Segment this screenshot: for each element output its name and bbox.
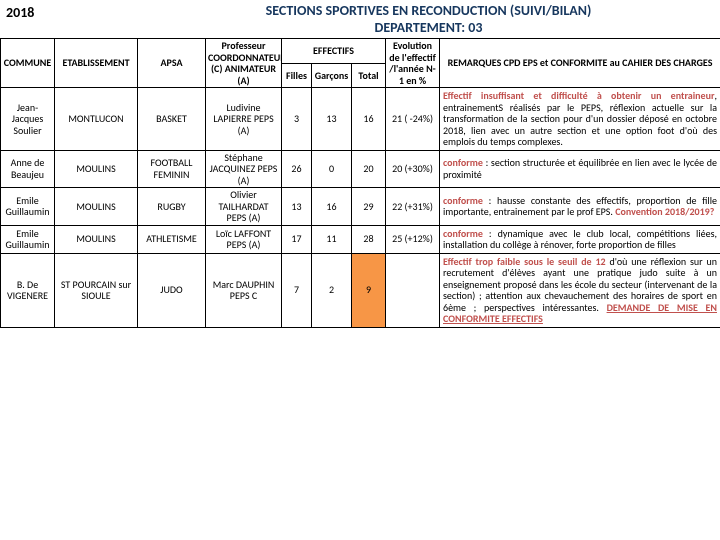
cell: 11 [312, 225, 352, 253]
cell [386, 253, 440, 327]
cell: B. De VIGENERE [1, 253, 55, 327]
year-label: 2018 [0, 0, 137, 38]
cell: Marc DAUPHIN PEPS C [206, 253, 282, 327]
remark-rest: : section structurée et équilibrée en li… [443, 156, 717, 181]
header-row: 2018 SECTIONS SPORTIVES EN RECONDUCTION … [0, 0, 720, 38]
cell: 22 (+31%) [386, 188, 440, 226]
cell: ATHLETISME [138, 225, 206, 253]
table-body: Jean-Jacques SoulierMONTLUCONBASKETLudiv… [1, 88, 720, 328]
cell: MOULINS [55, 225, 138, 253]
cell: 16 [312, 188, 352, 226]
cell: 0 [312, 150, 352, 188]
cell: Emile Guillaumin [1, 188, 55, 226]
cell: 20 (+30%) [386, 150, 440, 188]
cell: 29 [352, 188, 386, 226]
cell: 13 [312, 88, 352, 151]
cell: FOOTBALL FEMININ [138, 150, 206, 188]
col-total: Total [352, 63, 386, 88]
remarks-cell: conforme : section structurée et équilib… [440, 150, 720, 188]
cell: Jean-Jacques Soulier [1, 88, 55, 151]
cell: MOULINS [55, 188, 138, 226]
table-row: Jean-Jacques SoulierMONTLUCONBASKETLudiv… [1, 88, 720, 151]
cell: RUGBY [138, 188, 206, 226]
col-commune: COMMUNE [1, 39, 55, 88]
table-row: B. De VIGENEREST POURCAIN sur SIOULEJUDO… [1, 253, 720, 327]
cell: MOULINS [55, 150, 138, 188]
cell: 7 [282, 253, 312, 327]
cell: Loïc LAFFONT PEPS (A) [206, 225, 282, 253]
cell: 25 (+12%) [386, 225, 440, 253]
cell: ST POURCAIN sur SIOULE [55, 253, 138, 327]
remarks-cell: conforme : dynamique avec le club local,… [440, 225, 720, 253]
remarks-cell: conforme : hausse constante des effectif… [440, 188, 720, 226]
col-evolution: Evolution de l'effectif /l'année N-1 en … [386, 39, 440, 88]
table-row: Emile GuillauminMOULINSRUGBYOlivier TAIL… [1, 188, 720, 226]
data-table: COMMUNE ETABLISSEMENT APSA Professeur CO… [0, 38, 720, 328]
remarks-cell: Effectif insuffisant et difficulté à obt… [440, 88, 720, 151]
col-etablissement: ETABLISSEMENT [55, 39, 138, 88]
cell: JUDO [138, 253, 206, 327]
cell: 9 [352, 253, 386, 327]
table-row: Emile GuillauminMOULINSATHLETISMELoïc LA… [1, 225, 720, 253]
col-professeur: Professeur COORDONNATEUR (C) ANIMATEUR (… [206, 39, 282, 88]
cell: Stéphane JACQUINEZ PEPS (A) [206, 150, 282, 188]
cell: 28 [352, 225, 386, 253]
cell: Ludivine LAPIERRE PEPS (A) [206, 88, 282, 151]
col-remarques: REMARQUES CPD EPS et CONFORMITE au CAHIE… [440, 39, 720, 88]
cell: 2 [312, 253, 352, 327]
cell: 26 [282, 150, 312, 188]
cell: 16 [352, 88, 386, 151]
cell: MONTLUCON [55, 88, 138, 151]
cell: Emile Guillaumin [1, 225, 55, 253]
cell: 3 [282, 88, 312, 151]
remark-rest: : dynamique avec le club local, compétit… [443, 227, 717, 252]
cell: 21 ( -24%) [386, 88, 440, 151]
col-garcons: Garçons [312, 63, 352, 88]
cell: BASKET [138, 88, 206, 151]
title-line1: SECTIONS SPORTIVES EN RECONDUCTION (SUIV… [266, 2, 592, 19]
cell: Anne de Beaujeu [1, 150, 55, 188]
remarks-cell: Effectif trop faible sous le seuil de 12… [440, 253, 720, 327]
remark-tail: Convention 2018/2019? [615, 205, 714, 218]
cell: Olivier TAILHARDAT PEPS (A) [206, 188, 282, 226]
table-head: COMMUNE ETABLISSEMENT APSA Professeur CO… [1, 39, 720, 88]
col-apsa: APSA [138, 39, 206, 88]
page-title: SECTIONS SPORTIVES EN RECONDUCTION (SUIV… [137, 0, 720, 38]
col-effectifs: EFFECTIFS [282, 39, 386, 64]
cell: 20 [352, 150, 386, 188]
cell: 13 [282, 188, 312, 226]
table-row: Anne de BeaujeuMOULINSFOOTBALL FEMININSt… [1, 150, 720, 188]
cell: 17 [282, 225, 312, 253]
col-filles: Filles [282, 63, 312, 88]
title-line2: DEPARTEMENT: 03 [375, 19, 483, 36]
